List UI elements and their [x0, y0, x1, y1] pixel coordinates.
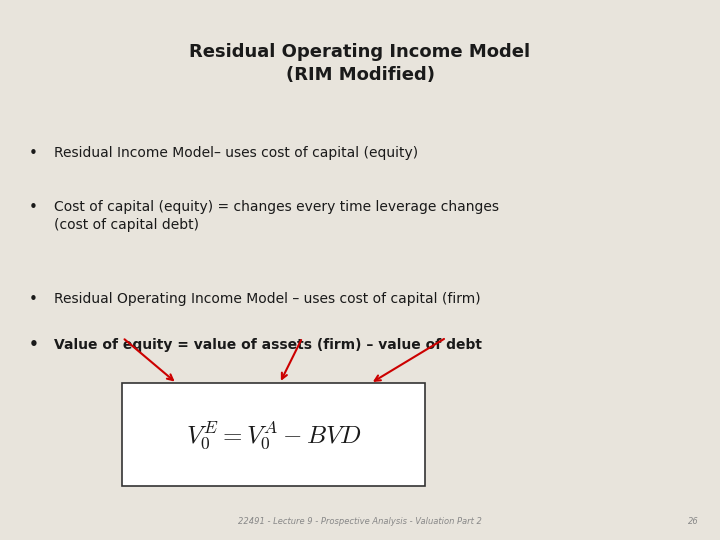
Text: Residual Income Model– uses cost of capital (equity): Residual Income Model– uses cost of capi…	[54, 146, 418, 160]
Text: Value of equity = value of assets (firm) – value of debt: Value of equity = value of assets (firm)…	[54, 338, 482, 352]
Text: •: •	[29, 200, 37, 215]
Text: $V_0^E = V_0^A - BVD$: $V_0^E = V_0^A - BVD$	[186, 419, 361, 450]
Text: Residual Operating Income Model
(RIM Modified): Residual Operating Income Model (RIM Mod…	[189, 43, 531, 84]
Bar	[122, 383, 425, 486]
Text: 22491 - Lecture 9 - Prospective Analysis - Valuation Part 2: 22491 - Lecture 9 - Prospective Analysis…	[238, 517, 482, 526]
Text: 26: 26	[688, 517, 698, 526]
Text: •: •	[29, 146, 37, 161]
Text: •: •	[29, 338, 39, 353]
Text: •: •	[29, 292, 37, 307]
Text: Residual Operating Income Model – uses cost of capital (firm): Residual Operating Income Model – uses c…	[54, 292, 481, 306]
Text: Cost of capital (equity) = changes every time leverage changes
(cost of capital : Cost of capital (equity) = changes every…	[54, 200, 499, 232]
